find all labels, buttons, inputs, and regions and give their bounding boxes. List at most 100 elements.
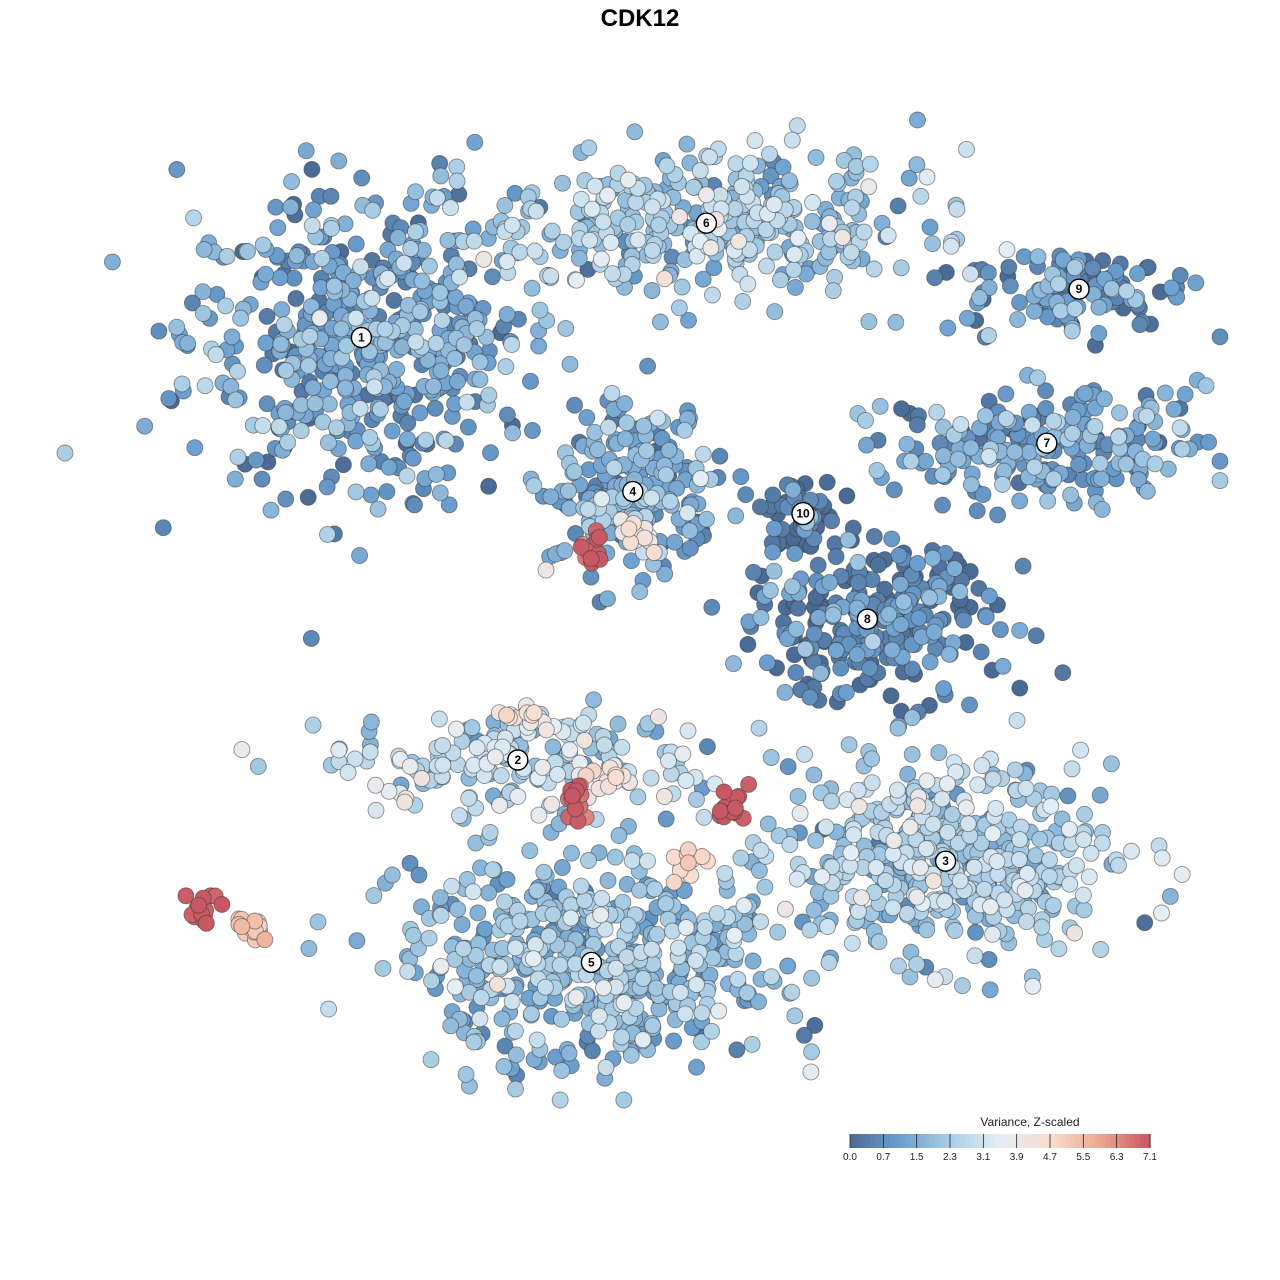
cell-point bbox=[639, 852, 656, 870]
cell-point bbox=[903, 660, 921, 678]
color-legend: Variance, Z-scaled 0.0 0.7 1.5 2.3 3.1 3.9 4.7… bbox=[843, 1115, 1157, 1163]
cell-point bbox=[821, 574, 839, 591]
cell-point bbox=[708, 905, 726, 923]
cell-point bbox=[908, 888, 926, 906]
cell-point bbox=[1029, 369, 1047, 387]
cell-point bbox=[287, 290, 305, 307]
cell-point bbox=[669, 939, 687, 957]
cell-point bbox=[865, 260, 883, 278]
cell-point bbox=[780, 172, 798, 190]
cell-point bbox=[1176, 385, 1194, 403]
cell-point bbox=[566, 396, 584, 414]
cell-point bbox=[522, 1005, 540, 1023]
cell-point bbox=[595, 736, 613, 754]
cell-point bbox=[282, 198, 300, 216]
cell-point bbox=[853, 889, 870, 907]
cell-point bbox=[537, 561, 555, 579]
cell-point bbox=[681, 522, 699, 540]
cell-point bbox=[572, 190, 590, 208]
cell-point bbox=[695, 808, 713, 826]
cell-point bbox=[351, 547, 369, 564]
cell-point bbox=[1136, 914, 1154, 932]
cell-point bbox=[448, 372, 466, 390]
cell-point bbox=[1059, 787, 1077, 805]
cell-point bbox=[590, 1007, 608, 1025]
cell-point bbox=[309, 913, 327, 931]
cell-point bbox=[1063, 322, 1081, 340]
cell-point bbox=[466, 133, 484, 151]
cell-point bbox=[824, 282, 842, 300]
cell-point bbox=[321, 372, 339, 390]
cell-point bbox=[961, 696, 978, 714]
cell-point bbox=[579, 500, 597, 518]
cell-point bbox=[565, 463, 583, 481]
cell-point bbox=[553, 859, 571, 876]
cell-point bbox=[442, 1017, 460, 1035]
cluster-label-marker bbox=[934, 850, 957, 872]
cell-point bbox=[616, 430, 634, 448]
cell-point bbox=[863, 774, 881, 792]
cell-point bbox=[1092, 941, 1110, 958]
cell-point bbox=[864, 633, 882, 651]
cell-point bbox=[636, 529, 654, 547]
cell-point bbox=[572, 538, 590, 556]
cell-point bbox=[150, 322, 168, 340]
cell-point bbox=[362, 486, 380, 504]
cell-point bbox=[948, 200, 966, 218]
cell-point bbox=[531, 301, 549, 319]
cell-point bbox=[771, 271, 789, 289]
cell-point bbox=[464, 883, 482, 901]
cell-point bbox=[407, 333, 425, 351]
cell-point bbox=[602, 234, 620, 251]
cell-point bbox=[971, 289, 988, 307]
cell-point bbox=[197, 914, 215, 932]
legend-color-step bbox=[1130, 1134, 1136, 1148]
cell-point bbox=[781, 836, 799, 854]
cell-point bbox=[842, 243, 860, 261]
cell-point bbox=[869, 556, 887, 574]
cell-point bbox=[657, 895, 675, 913]
legend-title: Variance, Z-scaled bbox=[980, 1115, 1079, 1129]
cell-point bbox=[805, 766, 823, 784]
cell-point bbox=[936, 892, 954, 910]
cell-point bbox=[364, 201, 382, 219]
cell-point bbox=[626, 123, 644, 141]
cell-point bbox=[828, 172, 845, 190]
cell-point bbox=[453, 916, 471, 933]
cell-point bbox=[292, 422, 310, 440]
cell-point bbox=[676, 421, 694, 439]
cell-point bbox=[701, 148, 718, 166]
legend-tick-label: 1.5 bbox=[910, 1152, 924, 1163]
cell-point bbox=[498, 253, 516, 270]
cell-point bbox=[427, 465, 445, 483]
cell-point bbox=[609, 715, 627, 733]
cell-point bbox=[305, 201, 322, 219]
cell-point bbox=[779, 957, 797, 975]
cluster-label: 5 bbox=[580, 951, 603, 974]
cell-point bbox=[1062, 486, 1080, 504]
cell-point bbox=[254, 236, 272, 254]
cell-point bbox=[968, 502, 986, 520]
cell-point bbox=[984, 925, 1001, 943]
cell-point bbox=[1103, 280, 1121, 298]
cell-point bbox=[703, 598, 721, 616]
legend-color-step bbox=[1145, 1134, 1151, 1148]
cell-point bbox=[498, 305, 516, 323]
legend-color-step bbox=[985, 1134, 991, 1148]
cell-point bbox=[679, 504, 697, 522]
cell-point bbox=[360, 455, 378, 473]
cell-point bbox=[758, 257, 776, 275]
cell-point bbox=[1011, 621, 1029, 639]
cell-point bbox=[367, 776, 385, 794]
cell-point bbox=[369, 500, 387, 518]
cell-point bbox=[741, 154, 759, 172]
cell-point bbox=[823, 512, 841, 530]
cell-point bbox=[901, 818, 919, 836]
cell-point bbox=[583, 1042, 601, 1060]
legend-color-step bbox=[1080, 1134, 1086, 1148]
cell-point bbox=[434, 737, 452, 754]
cell-point bbox=[1029, 248, 1047, 266]
cell-point bbox=[732, 468, 750, 486]
cell-point bbox=[1066, 300, 1084, 318]
cell-point bbox=[779, 758, 797, 776]
